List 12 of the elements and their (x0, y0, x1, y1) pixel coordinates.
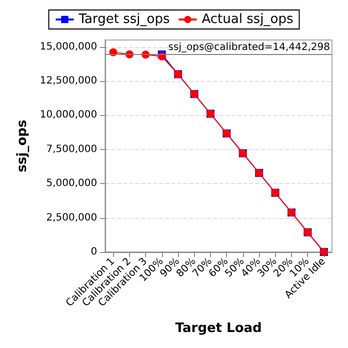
y-tick-label: 15,000,000 (40, 41, 98, 52)
y-tick-label: 7,500,000 (46, 144, 98, 155)
legend-label: Target ssj_ops (78, 12, 170, 27)
legend-label: Actual ssj_ops (202, 12, 294, 27)
y-tick-label: 12,500,000 (40, 76, 98, 87)
y-tick-label: 5,000,000 (46, 178, 98, 190)
y-tick-label: 10,000,000 (40, 110, 98, 121)
y-tick-label: 0 (90, 246, 98, 258)
y-tick-label: 2,500,000 (46, 212, 98, 224)
ref-line-label: ssj_ops@calibrated=14,442,298 (168, 42, 330, 53)
y-axis-title: ssj_ops (15, 120, 30, 172)
x-axis-title: Target Load (175, 321, 262, 336)
